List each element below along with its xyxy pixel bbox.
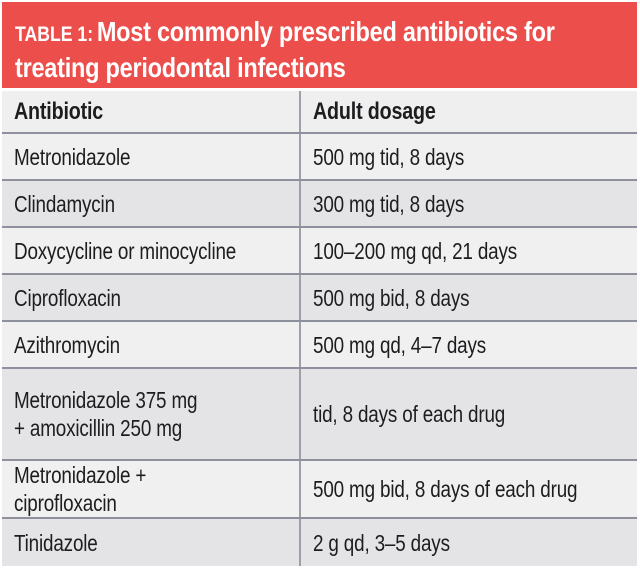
antibiotic-cell: Metronidazole [14, 143, 131, 170]
column-header-antibiotic: Antibiotic [14, 97, 104, 125]
table-title-line1: TABLE 1: Most commonly prescribed antibi… [15, 16, 637, 52]
dosage-cell: 500 mg bid, 8 days [299, 275, 637, 320]
column-header-dosage: Adult dosage [299, 91, 637, 132]
antibiotic-cell: Metronidazole + ciprofloxacin [14, 462, 147, 516]
dosage-cell: tid, 8 days of each drug [299, 369, 637, 459]
table-row: Azithromycin 500 mg qd, 4–7 days [2, 320, 637, 367]
dosage-cell: 2 g qd, 3–5 days [299, 519, 637, 566]
dosage-cell: 500 mg bid, 8 days of each drug [299, 461, 637, 517]
dosage-cell: 500 mg tid, 8 days [299, 134, 637, 179]
table-title-text: Most commonly prescribed antibiotics for [96, 16, 555, 47]
table-number-label: TABLE 1: [15, 23, 94, 46]
table-title-line2: treating periodontal infections [15, 52, 346, 83]
dosage-cell: 100–200 mg qd, 21 days [299, 228, 637, 273]
dosage-cell: 300 mg tid, 8 days [299, 181, 637, 226]
dosage-cell: 500 mg qd, 4–7 days [299, 322, 637, 367]
table-title-banner: TABLE 1: Most commonly prescribed antibi… [2, 2, 637, 88]
antibiotics-table: Antibiotic Adult dosage Metronidazole 50… [2, 91, 637, 566]
table-header-row: Antibiotic Adult dosage [2, 91, 637, 132]
antibiotic-cell: Doxycycline or minocycline [14, 237, 237, 264]
antibiotic-cell: Ciprofloxacin [14, 284, 121, 311]
antibiotic-cell: Metronidazole 375 mg + amoxicillin 250 m… [14, 387, 198, 441]
table-row: Clindamycin 300 mg tid, 8 days [2, 179, 637, 226]
table-row: Metronidazole 375 mg + amoxicillin 250 m… [2, 367, 637, 459]
table-row: Doxycycline or minocycline 100–200 mg qd… [2, 226, 637, 273]
table-row: Ciprofloxacin 500 mg bid, 8 days [2, 273, 637, 320]
table-row: Metronidazole + ciprofloxacin 500 mg bid… [2, 459, 637, 517]
antibiotic-cell: Azithromycin [14, 331, 120, 358]
table-row: Tinidazole 2 g qd, 3–5 days [2, 517, 637, 566]
antibiotic-cell: Clindamycin [14, 190, 115, 217]
antibiotic-cell: Tinidazole [14, 529, 98, 556]
table-row: Metronidazole 500 mg tid, 8 days [2, 132, 637, 179]
